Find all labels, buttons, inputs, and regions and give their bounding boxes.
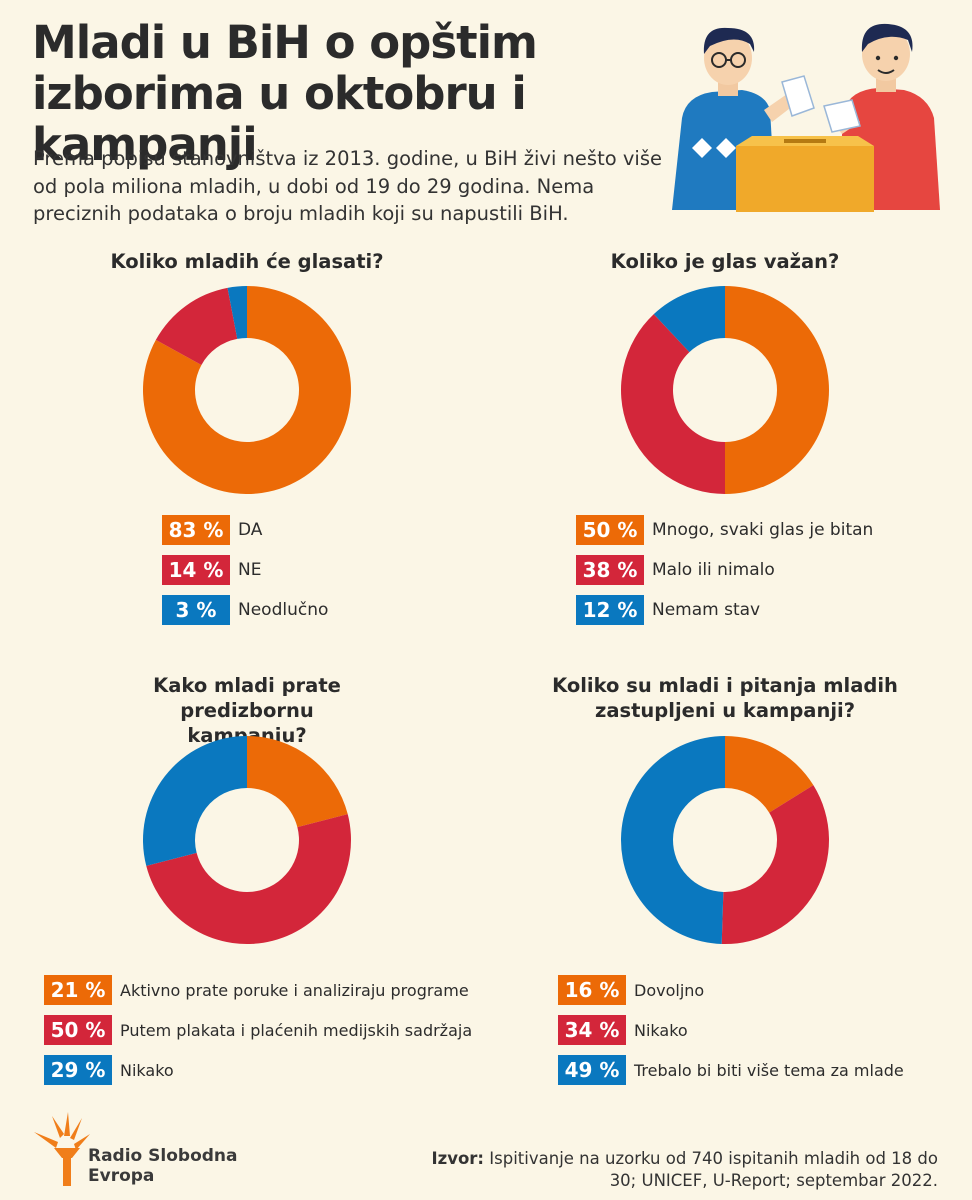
- donut-slice-1: [725, 736, 814, 813]
- legend-label: Nemam stav: [652, 600, 761, 620]
- percent-badge: 50 %: [576, 515, 644, 545]
- legend-label: Aktivno prate poruke i analiziraju progr…: [120, 980, 469, 1000]
- chart-title: Koliko mladih će glasati?: [110, 250, 384, 273]
- legend-label: Nikako: [120, 1060, 174, 1080]
- percent-badge: 16 %: [558, 975, 626, 1005]
- donut-chart: [620, 736, 829, 944]
- intro-text: Prema popisu stanovništva iz 2013. godin…: [33, 147, 662, 226]
- donut-slice-2: [146, 814, 351, 944]
- percent-badge: 21 %: [44, 975, 112, 1005]
- chart-youth-representation: Koliko su mladi i pitanja mladih zastupl…: [490, 674, 960, 1094]
- legend-label: Neodlučno: [238, 600, 329, 620]
- legend-label: Mnogo, svaki glas je bitan: [652, 520, 874, 540]
- legend-item: 3 % Neodlučno: [162, 590, 328, 630]
- legend-item: 14 % NE: [162, 550, 328, 590]
- source-note: Izvor: Ispitivanje na uzorku od 740 ispi…: [418, 1148, 938, 1192]
- percent-badge: 12 %: [576, 595, 644, 625]
- percent-badge: 50 %: [44, 1015, 112, 1045]
- legend-label: DA: [238, 520, 263, 540]
- legend-item: 34 % Nikako: [558, 1010, 904, 1050]
- percent-badge: 83 %: [162, 515, 230, 545]
- legend: 50 % Mnogo, svaki glas je bitan 38 % Mal…: [576, 510, 873, 630]
- percent-badge: 38 %: [576, 555, 644, 585]
- legend-label: Dovoljno: [634, 980, 705, 1000]
- legend-label: Malo ili nimalo: [652, 560, 775, 580]
- logo-line: Radio Slobodna: [88, 1146, 238, 1166]
- donut-chart: [143, 286, 351, 494]
- voters-illustration: [672, 23, 940, 212]
- donut-chart: [143, 736, 351, 944]
- legend: 16 % Dovoljno 34 % Nikako 49 % Trebalo b…: [558, 970, 904, 1090]
- logo-line: Evropa: [88, 1166, 155, 1187]
- legend-item: 50 % Putem plakata i plaćenih medijskih …: [44, 1010, 472, 1050]
- chart-title: Koliko su mladi i pitanja mladih zastupl…: [552, 674, 898, 722]
- donut-slice-2: [621, 314, 725, 494]
- legend-item: 38 % Malo ili nimalo: [576, 550, 873, 590]
- chart-title: Koliko je glas važan?: [610, 250, 840, 273]
- donut-slice-3: [227, 286, 247, 339]
- legend-label: NE: [238, 560, 262, 580]
- legend-item: 49 % Trebalo bi biti više tema za mlade: [558, 1050, 904, 1090]
- source-text: Ispitivanje na uzorku od 740 ispitanih m…: [489, 1149, 938, 1190]
- legend-item: 16 % Dovoljno: [558, 970, 904, 1010]
- legend-item: 29 % Nikako: [44, 1050, 472, 1090]
- donut-slice-1: [247, 736, 348, 828]
- donut-slice-2: [155, 287, 238, 365]
- donut-chart: [621, 286, 829, 494]
- percent-badge: 3 %: [162, 595, 230, 625]
- donut-slice-1: [143, 286, 351, 494]
- logo-wordmark: Radio Slobodna Evropa: [88, 1146, 238, 1186]
- percent-badge: 34 %: [558, 1015, 626, 1045]
- legend-label: Trebalo bi biti više tema za mlade: [634, 1060, 904, 1080]
- rfe-logo-icon: [34, 1112, 90, 1186]
- percent-badge: 29 %: [44, 1055, 112, 1085]
- page-title: Mladi u BiH o opštim izborima u oktobru …: [32, 16, 538, 171]
- legend: 21 % Aktivno prate poruke i analiziraju …: [44, 970, 472, 1090]
- source-label: Izvor:: [431, 1149, 485, 1168]
- donut-slice-1: [725, 286, 829, 494]
- legend-item: 50 % Mnogo, svaki glas je bitan: [576, 510, 873, 550]
- percent-badge: 14 %: [162, 555, 230, 585]
- legend-label: Nikako: [634, 1020, 688, 1040]
- donut-slice-3: [143, 736, 247, 866]
- legend-item: 21 % Aktivno prate poruke i analiziraju …: [44, 970, 472, 1010]
- chart-campaign-following: Kako mladi prate predizbornu kampanju? 2…: [12, 674, 482, 1094]
- chart-will-vote: Koliko mladih će glasati? 83 % DA 14 % N…: [12, 248, 482, 668]
- legend-label: Putem plakata i plaćenih medijskih sadrž…: [120, 1020, 473, 1040]
- donut-slice-3: [653, 286, 725, 353]
- donut-slice-3: [620, 736, 725, 944]
- legend-item: 83 % DA: [162, 510, 328, 550]
- chart-vote-importance: Koliko je glas važan? 50 % Mnogo, svaki …: [490, 248, 960, 668]
- percent-badge: 49 %: [558, 1055, 626, 1085]
- legend-item: 12 % Nemam stav: [576, 590, 873, 630]
- legend: 83 % DA 14 % NE 3 % Neodlučno: [162, 510, 328, 630]
- donut-slice-2: [721, 785, 829, 944]
